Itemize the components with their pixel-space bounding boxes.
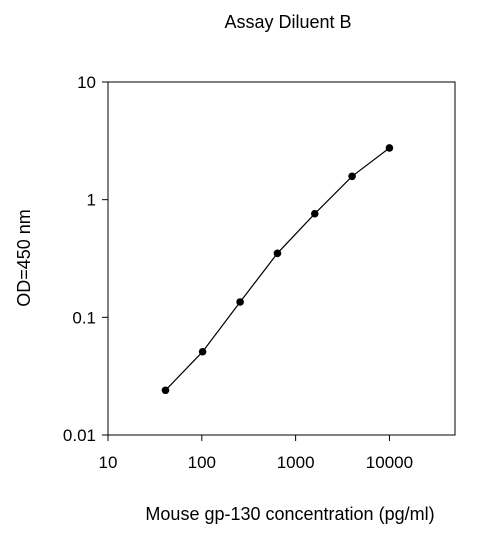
y-tick-label: 0.01 [63, 426, 96, 445]
y-tick-label: 10 [77, 73, 96, 92]
x-tick-label: 1000 [277, 453, 315, 472]
series-line [165, 147, 390, 391]
data-point [198, 347, 207, 356]
data-point [348, 172, 356, 181]
x-tick-label: 100 [188, 453, 216, 472]
x-tick-label: 10 [99, 453, 118, 472]
y-tick-label: 0.1 [72, 308, 96, 327]
x-axis-title: Mouse gp-130 concentration (pg/ml) [145, 504, 434, 524]
series-layer [161, 144, 394, 395]
data-point [385, 144, 394, 152]
y-tick-label: 1 [87, 191, 96, 210]
plot-frame [107, 81, 456, 436]
data-point [236, 298, 244, 306]
chart-title: Assay Diluent B [224, 12, 351, 32]
data-point [310, 209, 319, 218]
y-axis-title: OD=450 nm [14, 209, 34, 307]
data-point [161, 386, 170, 395]
data-point [273, 249, 282, 258]
y-axis: 0.01 0.1 1 10 [63, 73, 108, 445]
x-axis: 10 100 1000 10000 [99, 435, 413, 472]
x-tick-label: 10000 [366, 453, 413, 472]
